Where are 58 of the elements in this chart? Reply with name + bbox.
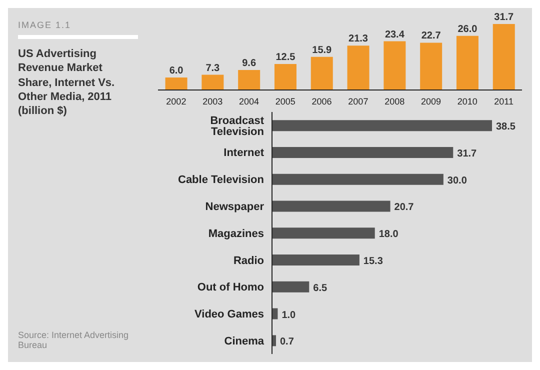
data-label: 6.0 <box>169 66 184 77</box>
y-tick-label: Newspaper <box>205 201 265 214</box>
bar <box>347 46 370 90</box>
data-label: 23.4 <box>384 29 405 40</box>
bar <box>274 64 296 90</box>
bar <box>272 200 390 212</box>
x-tick-label: 2002 <box>166 96 186 106</box>
bar <box>384 41 406 90</box>
bar <box>165 78 188 90</box>
data-label: 20.7 <box>394 202 414 214</box>
x-tick-label: 2011 <box>494 96 514 106</box>
data-label: 7.3 <box>206 62 220 74</box>
data-label: 26.0 <box>458 24 478 35</box>
y-tick-label: Magazines <box>208 228 264 240</box>
data-label: 31.7 <box>494 12 514 23</box>
y-tick-label: Out of Homo <box>197 282 264 294</box>
data-label: 15.3 <box>363 256 384 268</box>
bar <box>202 74 224 90</box>
data-label: 9.6 <box>242 58 256 70</box>
bar <box>238 70 260 90</box>
bar <box>272 254 360 266</box>
x-tick-label: 2010 <box>457 96 478 106</box>
bar <box>272 120 492 132</box>
x-tick-label: 2009 <box>420 96 442 106</box>
data-label: 18.0 <box>378 229 399 240</box>
bar <box>272 228 375 239</box>
x-tick-label: 2006 <box>312 96 332 106</box>
x-tick-label: 2003 <box>202 96 223 106</box>
y-tick-label: Radio <box>233 254 264 267</box>
x-tick-label: 2004 <box>238 96 260 106</box>
data-label: 31.7 <box>457 148 478 160</box>
data-label: 22.7 <box>421 30 442 42</box>
bar <box>310 56 333 90</box>
data-label: 1.0 <box>282 310 296 321</box>
bar <box>456 36 478 90</box>
bar <box>272 174 444 185</box>
bar <box>272 146 454 158</box>
data-label: 30.0 <box>447 175 468 186</box>
data-label: 6.5 <box>313 282 328 294</box>
data-label: 38.5 <box>496 122 516 133</box>
y-tick-label: Video Games <box>194 308 264 321</box>
y-tick-label: Cable Television <box>178 174 264 186</box>
data-label: 21.3 <box>348 34 368 45</box>
x-tick-label: 2008 <box>384 96 405 106</box>
bar <box>492 24 515 90</box>
data-label: 0.7 <box>280 336 294 348</box>
data-label: 15.9 <box>312 44 332 56</box>
text: US Advertising Revenue Market Share, Internet Vs. Other Media, 2011 (billion $) <box>18 47 116 118</box>
y-tick-label: Cinema <box>224 335 265 348</box>
source-note: Source: Internet Advertising Bureau <box>18 330 130 350</box>
y-tick-label: Broadcast Television <box>210 114 264 138</box>
bar <box>420 42 442 90</box>
text: IMAGE 1.1 <box>18 20 72 30</box>
x-tick-label: 2007 <box>348 96 368 106</box>
data-label: 12.5 <box>276 52 296 63</box>
x-tick-label: 2005 <box>275 96 296 106</box>
y-tick-label: Internet <box>224 147 264 160</box>
bar <box>272 281 310 292</box>
